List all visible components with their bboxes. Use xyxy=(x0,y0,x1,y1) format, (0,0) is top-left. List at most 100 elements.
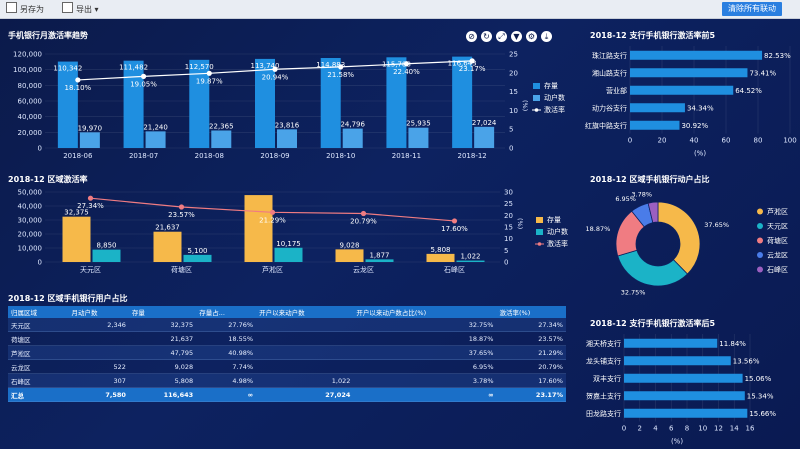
fullscreen-icon[interactable]: ⤢ xyxy=(496,31,507,42)
legend-swatch xyxy=(533,83,540,89)
category-label: 贺嘉土支行 xyxy=(586,391,621,400)
total-cell: ∞ xyxy=(353,387,497,402)
bar-label: 114,883 xyxy=(316,61,345,69)
bar xyxy=(624,338,718,348)
bar-label: 113,740 xyxy=(251,62,280,70)
x-tick-label: 6 xyxy=(669,425,674,433)
legend-label: 动户数 xyxy=(547,227,568,236)
column-header[interactable]: 存量占... xyxy=(196,306,257,318)
category-label: 湘天桥支行 xyxy=(586,339,621,348)
legend-label: 激活率 xyxy=(544,105,565,114)
y2-tick-label: 30 xyxy=(504,189,513,197)
column-header[interactable]: 归属区域 xyxy=(8,306,69,318)
y2-tick-label: 20 xyxy=(504,212,513,220)
bar-active xyxy=(456,260,485,262)
refresh-icon[interactable]: ↻ xyxy=(481,31,492,42)
rate-label: 20.79% xyxy=(350,217,377,225)
table-header-row: 归属区域 月动户数 存量 存量占... 开户以来动户数 开户以来动户数占比(%) 激活率(%… xyxy=(8,306,566,318)
category-label: 营业部 xyxy=(606,86,627,95)
table-row[interactable]: 石峰区 307 5,808 4.98% 1,022 3.78% 17.60% xyxy=(8,373,566,388)
table-cell: 27.34% xyxy=(496,318,566,332)
y2-axis-label: (%) xyxy=(521,100,529,111)
table-cell: 37.65% xyxy=(353,345,497,360)
table-cell: 2,346 xyxy=(68,318,129,332)
x-tick-label: 天元区 xyxy=(80,266,101,274)
bar xyxy=(624,408,748,418)
rate-label: 27.34% xyxy=(77,202,104,210)
bar-label: 25,935 xyxy=(406,120,431,128)
bar-stock xyxy=(189,59,210,148)
filter-icon[interactable]: ▼ xyxy=(511,31,522,42)
legend-label: 动户数 xyxy=(544,93,565,102)
bar-active xyxy=(183,254,212,262)
table-cell: 3.78% xyxy=(353,373,497,388)
clear-linkage-button[interactable]: 清除所有联动 xyxy=(722,2,782,16)
bar-label: 111,482 xyxy=(119,64,148,72)
bar-stock xyxy=(320,58,341,148)
download-icon[interactable]: ⤓ xyxy=(541,31,552,42)
bar-label: 30.92% xyxy=(681,122,708,130)
export-icon xyxy=(62,2,73,13)
bar-label: 8,850 xyxy=(96,242,116,250)
rate-point xyxy=(75,77,81,83)
table-cell: 荷塘区 xyxy=(8,331,69,346)
region-chart: 0 10,000 20,000 30,000 40,000 50,000 0 5 10 15 20 2… xyxy=(18,189,569,275)
column-header[interactable]: 开户以来动户数占比(%) xyxy=(353,306,497,318)
settings-icon[interactable]: ⚙ xyxy=(526,31,537,42)
legend-label: 存量 xyxy=(547,215,561,224)
legend-swatch xyxy=(757,266,763,273)
table-row[interactable]: 天元区 2,346 32,375 27.76% 32.75% 27.34% xyxy=(8,318,566,332)
y-tick-label: 30,000 xyxy=(18,217,43,225)
bar xyxy=(624,391,745,401)
rate-label: 21.29% xyxy=(259,216,286,224)
column-header[interactable]: 开户以来动户数 xyxy=(256,306,354,318)
bottom5-chart: 0 2 4 6 8 10 12 14 16 (%) 湘天桥支行 11.84% 龙头铺支行 13.56% 双丰… xyxy=(586,334,776,446)
legend-label: 激活率 xyxy=(547,239,568,248)
table-cell: 307 xyxy=(68,373,129,388)
rate-point xyxy=(269,209,276,215)
bar-stock xyxy=(62,216,91,262)
category-label: 动力谷支行 xyxy=(592,103,627,112)
table-row[interactable]: 云龙区 522 9,028 7.74% 6.95% 20.79% xyxy=(8,359,566,374)
x-tick-label: 8 xyxy=(685,425,689,433)
pie-chart-title: 2018-12 区域手机银行动户占比 xyxy=(590,175,710,184)
export-button[interactable]: 导出 ▾ xyxy=(62,2,99,16)
legend-swatch xyxy=(757,223,763,229)
y-tick-label: 0 xyxy=(38,145,42,153)
x-tick-label: 石峰区 xyxy=(444,265,465,274)
table-cell: 32,375 xyxy=(128,318,197,332)
table-cell: 石峰区 xyxy=(8,373,69,388)
x-tick-label: 60 xyxy=(722,137,731,145)
region-user-table: 归属区域 月动户数 存量 存量占... 开户以来动户数 开户以来动户数占比(%) 激活率(%… xyxy=(8,306,566,402)
column-header[interactable]: 激活率(%) xyxy=(496,306,566,318)
x-tick-label: 云龙区 xyxy=(353,265,374,274)
trend-chart-title: 手机银行月激活率趋势 xyxy=(8,31,88,40)
column-header[interactable]: 存量 xyxy=(128,306,197,318)
x-axis-label: (%) xyxy=(694,150,706,158)
table-cell: 4.98% xyxy=(196,373,257,388)
table-cell: 40.98% xyxy=(196,345,257,360)
zoom-icon[interactable]: ⊘ xyxy=(466,31,477,42)
pie-label: 18.87% xyxy=(585,225,610,233)
bar-label: 10,175 xyxy=(276,240,301,248)
rate-label: 18.10% xyxy=(65,84,92,92)
bar-label: 112,570 xyxy=(185,63,214,71)
x-tick-label: 2018-07 xyxy=(129,152,158,160)
x-tick-label: 20 xyxy=(658,137,667,145)
bar-label: 27,024 xyxy=(472,119,497,127)
y-tick-label: 40,000 xyxy=(18,113,43,121)
rate-point xyxy=(178,204,185,210)
bar xyxy=(624,356,731,366)
legend-label: 石峰区 xyxy=(767,265,788,274)
top5-chart-title: 2018-12 支行手机银行激活率前5 xyxy=(590,31,716,40)
rate-point xyxy=(140,73,147,79)
column-header[interactable]: 月动户数 xyxy=(68,306,129,318)
bar-label: 5,808 xyxy=(430,246,450,254)
rate-point xyxy=(87,195,94,201)
y2-tick-label: 5 xyxy=(509,126,513,134)
table-row[interactable]: 荷塘区 21,637 18.55% 18.87% 23.57% xyxy=(8,331,566,346)
table-row[interactable]: 芦淞区 47,795 40.98% 37.65% 21.29% xyxy=(8,345,566,360)
category-label: 龙头铺支行 xyxy=(586,356,621,365)
save-as-button[interactable]: 另存为 xyxy=(6,2,44,16)
table-cell: 20.79% xyxy=(496,359,566,374)
